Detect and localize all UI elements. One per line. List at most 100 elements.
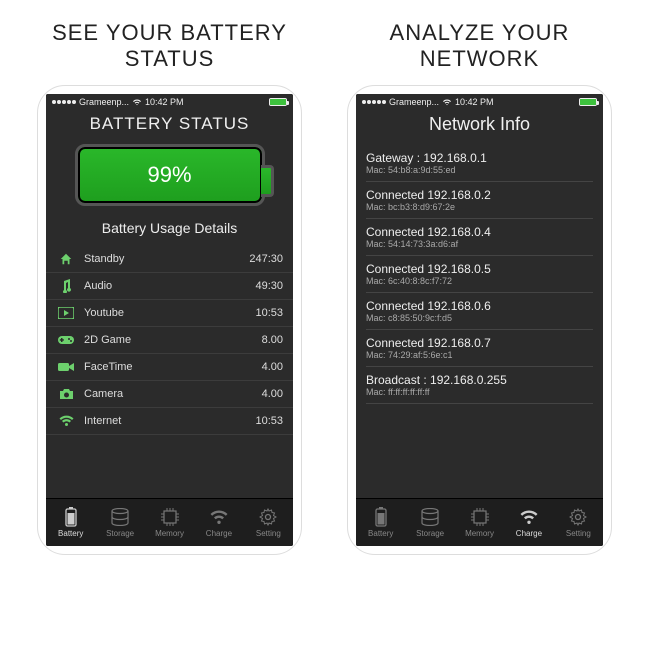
usage-label: Camera (84, 388, 262, 400)
usage-row-facetime[interactable]: FaceTime 4.00 (46, 354, 293, 381)
network-line1: Connected 192.168.0.2 (366, 188, 593, 202)
usage-row-standby[interactable]: Standby 247:30 (46, 246, 293, 273)
tab-label: Memory (155, 529, 184, 538)
usage-label: Internet (84, 415, 255, 427)
charge-tab-icon (518, 507, 540, 527)
game-icon (56, 333, 76, 347)
wifi-icon (56, 414, 76, 428)
tab-label: Storage (416, 529, 444, 538)
network-row[interactable]: Connected 192.168.0.6 Mac: c8:85:50:9c:f… (366, 293, 593, 330)
tab-label: Setting (256, 529, 281, 538)
usage-list: Standby 247:30 Audio 49:30 Youtube 10:53… (46, 246, 293, 498)
network-line1: Connected 192.168.0.6 (366, 299, 593, 313)
tab-label: Setting (566, 529, 591, 538)
storage-tab-icon (109, 507, 131, 527)
storage-tab-icon (419, 507, 441, 527)
tab-label: Charge (206, 529, 232, 538)
usage-value: 247:30 (249, 253, 283, 265)
carrier-label: Grameenp... (79, 97, 129, 107)
tab-label: Charge (516, 529, 542, 538)
network-row[interactable]: Connected 192.168.0.7 Mac: 74:29:af:5:6e… (366, 330, 593, 367)
tab-battery[interactable]: Battery (356, 499, 405, 546)
usage-value: 4.00 (262, 388, 283, 400)
usage-value: 10:53 (255, 415, 283, 427)
network-mac: Mac: 6c:40:8:8c:f7:72 (366, 276, 593, 286)
network-row[interactable]: Broadcast : 192.168.0.255 Mac: ff:ff:ff:… (366, 367, 593, 404)
tab-charge[interactable]: Charge (194, 499, 243, 546)
network-line1: Connected 192.168.0.4 (366, 225, 593, 239)
battery-percent: 99% (147, 162, 191, 188)
setting-tab-icon (567, 507, 589, 527)
usage-row-youtube[interactable]: Youtube 10:53 (46, 300, 293, 327)
network-mac: Mac: 54:14:73:3a:d6:af (366, 239, 593, 249)
usage-heading: Battery Usage Details (46, 214, 293, 246)
battery-graphic: 99% (46, 140, 293, 214)
battery-tab-icon (60, 507, 82, 527)
tab-memory[interactable]: Memory (145, 499, 194, 546)
tab-label: Battery (58, 529, 83, 538)
setting-tab-icon (257, 507, 279, 527)
tab-memory[interactable]: Memory (455, 499, 504, 546)
memory-tab-icon (159, 507, 181, 527)
play-icon (56, 306, 76, 320)
memory-tab-icon (469, 507, 491, 527)
tab-storage[interactable]: Storage (405, 499, 454, 546)
home-icon (56, 252, 76, 266)
usage-label: Youtube (84, 307, 255, 319)
page-title: BATTERY STATUS (46, 110, 293, 140)
tab-charge[interactable]: Charge (504, 499, 553, 546)
phone-frame-right: Grameenp... 10:42 PM Network Info Gatewa… (347, 85, 612, 555)
headline-right: ANALYZE YOUR NETWORK (340, 20, 620, 73)
battery-tab-icon (370, 507, 392, 527)
statusbar: Grameenp... 10:42 PM (46, 94, 293, 110)
network-row[interactable]: Gateway : 192.168.0.1 Mac: 54:b8:a:9d:55… (366, 145, 593, 182)
tab-label: Battery (368, 529, 393, 538)
tabbar: Battery Storage Memory Charge Setting (46, 498, 293, 546)
battery-status-icon (269, 98, 287, 106)
tab-storage[interactable]: Storage (95, 499, 144, 546)
usage-value: 4.00 (262, 361, 283, 373)
network-mac: Mac: ff:ff:ff:ff:ff:ff (366, 387, 593, 397)
usage-label: Standby (84, 253, 249, 265)
usage-value: 49:30 (255, 280, 283, 292)
usage-row-camera[interactable]: Camera 4.00 (46, 381, 293, 408)
network-mac: Mac: 74:29:af:5:6e:c1 (366, 350, 593, 360)
network-row[interactable]: Connected 192.168.0.4 Mac: 54:14:73:3a:d… (366, 219, 593, 256)
usage-row-2dgame[interactable]: 2D Game 8.00 (46, 327, 293, 354)
camera-icon (56, 360, 76, 374)
headline-left: SEE YOUR BATTERY STATUS (30, 20, 310, 73)
tab-label: Memory (465, 529, 494, 538)
network-line1: Connected 192.168.0.7 (366, 336, 593, 350)
tab-battery[interactable]: Battery (46, 499, 95, 546)
usage-row-audio[interactable]: Audio 49:30 (46, 273, 293, 300)
wifi-icon (442, 98, 452, 106)
phone-frame-left: Grameenp... 10:42 PM BATTERY STATUS 99% … (37, 85, 302, 555)
network-line1: Connected 192.168.0.5 (366, 262, 593, 276)
time-label: 10:42 PM (145, 97, 184, 107)
network-mac: Mac: bc:b3:8:d9:67:2e (366, 202, 593, 212)
tab-setting[interactable]: Setting (244, 499, 293, 546)
battery-status-icon (579, 98, 597, 106)
time-label: 10:42 PM (455, 97, 494, 107)
screen-right: Grameenp... 10:42 PM Network Info Gatewa… (356, 94, 603, 546)
network-mac: Mac: c8:85:50:9c:f:d5 (366, 313, 593, 323)
note-icon (56, 279, 76, 293)
tab-label: Storage (106, 529, 134, 538)
tab-setting[interactable]: Setting (554, 499, 603, 546)
network-mac: Mac: 54:b8:a:9d:55:ed (366, 165, 593, 175)
usage-value: 10:53 (255, 307, 283, 319)
photo-icon (56, 387, 76, 401)
usage-row-internet[interactable]: Internet 10:53 (46, 408, 293, 435)
network-row[interactable]: Connected 192.168.0.5 Mac: 6c:40:8:8c:f7… (366, 256, 593, 293)
statusbar: Grameenp... 10:42 PM (356, 94, 603, 110)
network-row[interactable]: Connected 192.168.0.2 Mac: bc:b3:8:d9:67… (366, 182, 593, 219)
usage-label: 2D Game (84, 334, 262, 346)
usage-label: FaceTime (84, 361, 262, 373)
charge-tab-icon (208, 507, 230, 527)
tabbar: Battery Storage Memory Charge Setting (356, 498, 603, 546)
carrier-label: Grameenp... (389, 97, 439, 107)
signal-dots-icon (362, 100, 386, 104)
signal-dots-icon (52, 100, 76, 104)
right-column: ANALYZE YOUR NETWORK Grameenp... 10:42 P… (340, 20, 620, 631)
wifi-icon (132, 98, 142, 106)
